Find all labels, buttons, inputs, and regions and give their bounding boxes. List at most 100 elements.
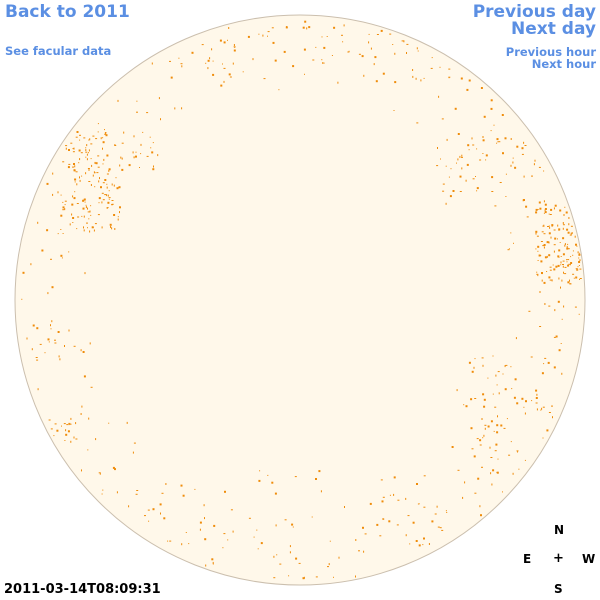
facular-speck bbox=[271, 481, 274, 484]
facular-speck bbox=[523, 406, 525, 408]
facular-speck bbox=[423, 506, 426, 508]
facular-speck bbox=[561, 318, 563, 320]
facular-speck bbox=[531, 175, 533, 177]
facular-speck bbox=[568, 217, 570, 219]
facular-speck bbox=[552, 416, 553, 419]
facular-speck bbox=[70, 417, 72, 420]
facular-speck bbox=[548, 232, 551, 235]
facular-speck bbox=[62, 206, 65, 209]
facular-speck bbox=[284, 519, 287, 521]
facular-speck bbox=[562, 260, 565, 262]
facular-speck bbox=[525, 400, 527, 403]
facular-speck bbox=[82, 199, 85, 202]
facular-speck bbox=[489, 446, 491, 449]
facular-speck bbox=[106, 154, 109, 157]
facular-speck bbox=[418, 503, 420, 505]
facular-speck bbox=[465, 179, 467, 182]
facular-speck bbox=[544, 211, 547, 214]
facular-speck bbox=[98, 202, 100, 204]
facular-speck bbox=[549, 279, 552, 281]
facular-speck bbox=[470, 427, 473, 430]
facular-speck bbox=[479, 439, 482, 442]
facular-speck bbox=[373, 63, 375, 66]
facular-speck bbox=[333, 26, 336, 29]
facular-speck bbox=[512, 157, 514, 159]
facular-speck bbox=[128, 505, 130, 508]
facular-speck bbox=[579, 278, 580, 280]
facular-speck bbox=[119, 206, 121, 209]
facular-speck bbox=[110, 226, 112, 228]
facular-speck bbox=[490, 457, 493, 458]
facular-speck bbox=[484, 424, 487, 426]
previous-day-link[interactable]: Previous day bbox=[472, 2, 596, 22]
facular-speck bbox=[523, 175, 525, 178]
facular-speck bbox=[562, 227, 564, 230]
next-hour-link[interactable]: Next hour bbox=[531, 57, 596, 71]
facular-speck bbox=[76, 228, 78, 230]
facular-speck bbox=[543, 281, 546, 284]
facular-speck bbox=[79, 139, 81, 141]
facular-speck bbox=[258, 479, 261, 482]
facular-speck bbox=[46, 182, 49, 185]
facular-speck bbox=[50, 428, 53, 430]
facular-speck bbox=[496, 431, 499, 434]
facular-speck bbox=[70, 142, 73, 144]
facular-speck bbox=[203, 504, 205, 507]
facular-speck bbox=[92, 135, 95, 137]
facular-speck bbox=[102, 182, 105, 184]
facular-speck bbox=[355, 575, 356, 578]
facular-speck bbox=[412, 521, 415, 524]
facular-speck bbox=[230, 509, 233, 511]
facular-speck bbox=[283, 50, 286, 53]
facular-speck bbox=[78, 162, 80, 164]
facular-speck bbox=[562, 265, 564, 268]
facular-speck bbox=[564, 266, 567, 268]
facular-speck bbox=[459, 191, 462, 192]
facular-speck bbox=[533, 163, 535, 166]
facular-speck bbox=[104, 132, 106, 134]
facular-speck bbox=[61, 257, 63, 259]
facular-speck bbox=[524, 459, 526, 461]
facular-speck bbox=[232, 530, 234, 533]
facular-speck bbox=[116, 187, 119, 190]
facular-speck bbox=[97, 123, 99, 125]
facular-speck bbox=[578, 257, 580, 259]
back-to-year-link[interactable]: Back to 2011 bbox=[5, 2, 130, 22]
facular-speck bbox=[62, 233, 64, 234]
facular-speck bbox=[553, 366, 556, 369]
facular-speck bbox=[358, 53, 361, 55]
facular-speck bbox=[474, 358, 476, 360]
facular-speck bbox=[81, 405, 83, 408]
facular-speck bbox=[91, 226, 94, 229]
see-facular-data-link[interactable]: See facular data bbox=[5, 44, 112, 58]
facular-speck bbox=[524, 412, 526, 415]
facular-speck bbox=[64, 208, 66, 211]
facular-speck bbox=[483, 115, 486, 118]
facular-speck bbox=[97, 214, 100, 216]
facular-speck bbox=[83, 375, 86, 378]
facular-speck bbox=[521, 397, 524, 400]
facular-speck bbox=[90, 184, 92, 186]
facular-speck bbox=[464, 481, 466, 484]
facular-speck bbox=[247, 35, 250, 38]
facular-speck bbox=[71, 213, 73, 216]
facular-speck bbox=[66, 424, 69, 426]
facular-speck bbox=[457, 133, 460, 135]
facular-speck bbox=[497, 371, 500, 373]
facular-speck bbox=[578, 265, 580, 266]
facular-speck bbox=[462, 496, 464, 499]
facular-speck bbox=[106, 186, 108, 189]
facular-speck bbox=[560, 256, 562, 257]
facular-speck bbox=[526, 216, 529, 218]
next-day-link[interactable]: Next day bbox=[511, 19, 596, 39]
facular-speck bbox=[557, 255, 560, 258]
facular-speck bbox=[476, 190, 478, 192]
facular-speck bbox=[60, 214, 63, 217]
facular-speck bbox=[62, 201, 64, 203]
facular-speck bbox=[554, 237, 557, 240]
facular-speck bbox=[502, 491, 503, 493]
previous-hour-link[interactable]: Previous hour bbox=[505, 45, 596, 59]
facular-speck bbox=[302, 577, 305, 580]
facular-speck bbox=[222, 63, 223, 65]
facular-speck bbox=[54, 423, 57, 425]
